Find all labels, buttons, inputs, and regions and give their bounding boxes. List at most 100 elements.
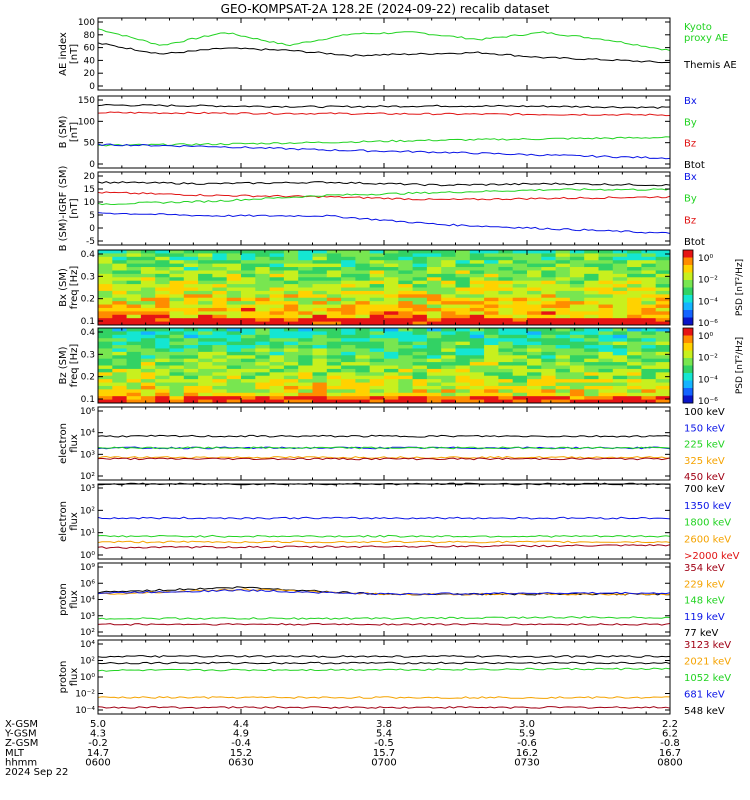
spectrogram-cell (212, 307, 228, 312)
spectrogram-cell (398, 280, 414, 285)
spectrogram-cell (198, 284, 213, 288)
spectrogram-cell (584, 341, 599, 346)
spectrogram-cell (183, 396, 199, 401)
spectrogram-cell (527, 338, 542, 343)
spectrogram-cell (226, 260, 242, 265)
spectrogram-cell (212, 334, 228, 339)
spectrogram-cell (126, 331, 142, 336)
spectrogram-cell (369, 334, 385, 339)
spectrogram-cell (469, 382, 485, 387)
spectrogram-cell (298, 379, 313, 384)
spectrogram-cell (612, 389, 628, 394)
spectrogram-cell (598, 328, 614, 332)
spectrogram-cell (441, 362, 456, 366)
colorbar-tick-label: 10⁻² (698, 354, 718, 364)
spectrogram-cell (298, 260, 313, 265)
spectrogram-cell (255, 331, 271, 336)
spectrogram-cell (241, 365, 256, 370)
colorbar-segment (683, 341, 693, 344)
spectrogram-cell (555, 375, 571, 380)
legend-label: Bx (684, 96, 697, 107)
spectrogram-cell (355, 301, 371, 306)
spectrogram-cell (326, 362, 342, 366)
spectrogram-cell (569, 328, 585, 332)
spectrogram-cell (569, 355, 585, 360)
spectrogram-cell (98, 304, 113, 309)
spectrogram-cell (198, 341, 213, 346)
spectrogram-cell (569, 314, 585, 319)
spectrogram-cell (512, 345, 528, 349)
spectrogram-cell (241, 321, 256, 326)
ephemeris-value: 4.9 (233, 729, 249, 740)
spectrogram-cell (241, 250, 256, 254)
spectrogram-cell (326, 297, 342, 302)
spectrogram-cell (384, 341, 399, 346)
series-line (97, 143, 671, 160)
spectrogram-cell (212, 294, 228, 299)
spectrogram-cell (369, 355, 385, 360)
spectrogram-cell (527, 345, 542, 349)
spectrogram-cell (369, 287, 385, 292)
spectrogram-cell (226, 341, 242, 346)
spectrogram-cell (341, 294, 356, 299)
spectrogram-cell (298, 375, 313, 380)
spectrogram-cell (255, 328, 271, 332)
spectrogram-cell (641, 385, 657, 390)
y-tick-label: 0.1 (81, 317, 95, 327)
spectrogram-cell (226, 307, 242, 312)
spectrogram-cell (598, 253, 614, 258)
spectrogram-cell (241, 307, 256, 312)
spectrogram-cell (484, 260, 499, 265)
spectrogram-cell (298, 328, 313, 332)
spectrogram-cell (426, 345, 442, 349)
spectrogram-cell (655, 270, 671, 275)
spectrogram-cell (355, 263, 371, 268)
spectrogram-cell (169, 284, 185, 288)
spectrogram-cell (641, 311, 657, 316)
spectrogram-cell (326, 338, 342, 343)
spectrogram-cell (226, 328, 242, 332)
spectrogram-cell (469, 355, 485, 360)
colorbar-tick-label: 10⁰ (698, 254, 713, 264)
spectrogram-cell (584, 318, 599, 323)
spectrogram-cell (655, 399, 671, 404)
ephemeris-row-label: 2024 Sep 22 (5, 767, 68, 778)
spectrogram-cell (241, 260, 256, 265)
spectrogram-cell (455, 263, 471, 268)
spectrogram-cell (212, 351, 228, 356)
spectrogram-cell (569, 294, 585, 299)
spectrogram-cell (112, 287, 128, 292)
spectrogram-cell (226, 375, 242, 380)
spectrogram-cell (226, 389, 242, 394)
spectrogram-cell (398, 277, 414, 282)
spectrogram-cell (283, 334, 299, 339)
spectrogram-cell (369, 314, 385, 319)
spectrogram-cell (155, 273, 170, 278)
spectrogram-cell (198, 256, 213, 261)
spectrogram-cell (498, 338, 514, 343)
spectrogram-cell (212, 379, 228, 384)
spectrogram-cell (627, 267, 642, 271)
spectrogram-cell (412, 392, 428, 397)
spectrogram-cell (655, 351, 671, 356)
spectrogram-cell (598, 250, 614, 254)
spectrogram-cell (441, 379, 456, 384)
spectrogram-cell (312, 307, 328, 312)
spectrogram-cell (527, 318, 542, 323)
spectrogram-cell (98, 287, 113, 292)
spectrogram-cell (598, 260, 614, 265)
spectrogram-cell (140, 270, 156, 275)
spectrogram-cell (412, 385, 428, 390)
spectrogram-cell (512, 256, 528, 261)
spectrogram-cell (312, 280, 328, 285)
spectrogram-cell (169, 321, 185, 326)
panel-ylabel: flux (69, 512, 80, 531)
spectrogram-cell (384, 368, 399, 373)
spectrogram-cell (527, 372, 542, 377)
spectrogram-cell (241, 355, 256, 360)
spectrogram-cell (269, 338, 285, 343)
spectrogram-cell (255, 287, 271, 292)
spectrogram-cell (283, 355, 299, 360)
spectrogram-cell (555, 368, 571, 373)
spectrogram-cell (527, 334, 542, 339)
